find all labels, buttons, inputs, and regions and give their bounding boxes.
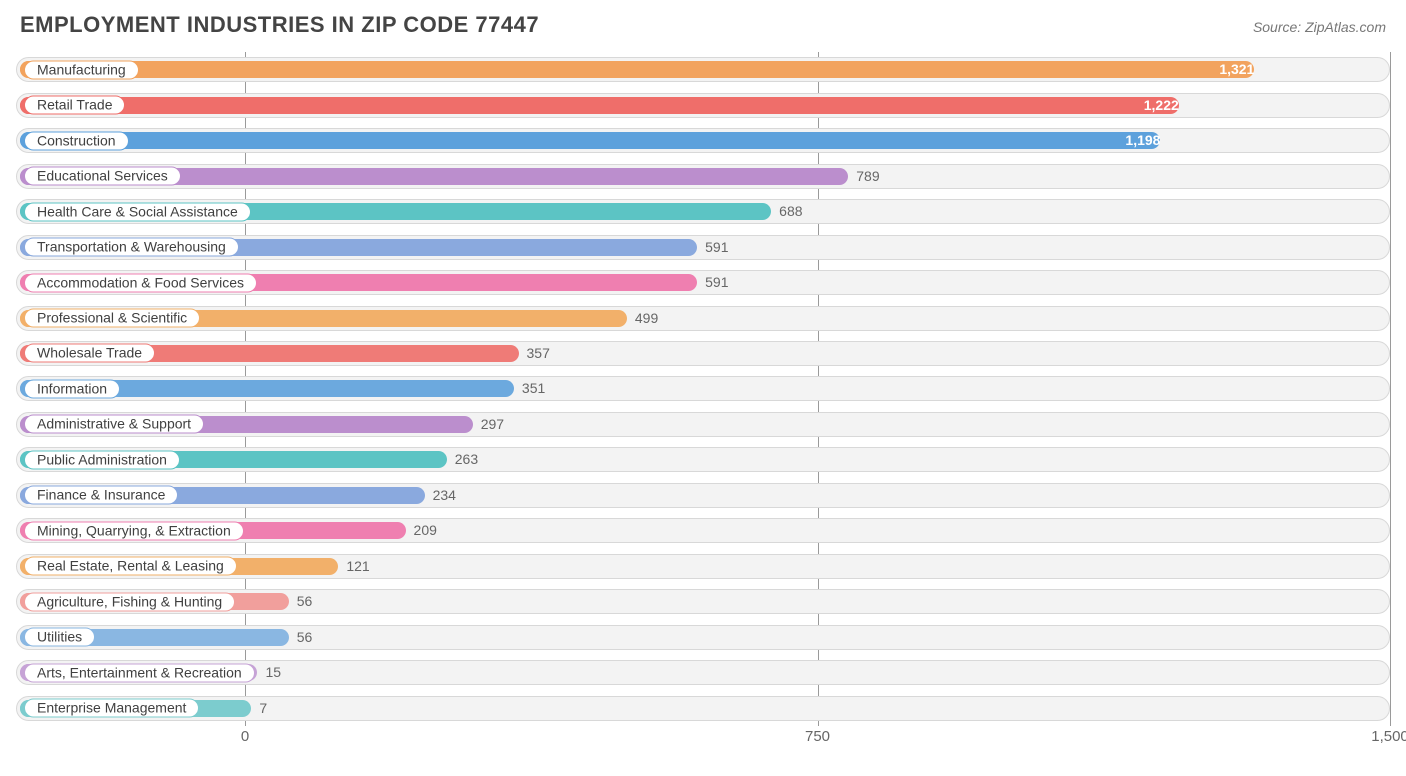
bar-value-label: 591	[705, 239, 728, 256]
bar-value-label: 209	[414, 522, 437, 539]
x-axis: 07501,500	[16, 726, 1390, 750]
chart-source: Source: ZipAtlas.com	[1253, 19, 1386, 35]
bar-track: Retail Trade1,222	[16, 93, 1390, 118]
bar-value-label: 263	[455, 451, 478, 468]
bar-track: Construction1,198	[16, 128, 1390, 153]
bar-row: Professional & Scientific 499	[16, 300, 1390, 335]
chart-title: EMPLOYMENT INDUSTRIES IN ZIP CODE 77447	[20, 12, 539, 38]
bar-value-label: 357	[527, 345, 550, 362]
bar-label-pill: Real Estate, Rental & Leasing	[24, 557, 237, 576]
bar-track: Health Care & Social Assistance 688	[16, 199, 1390, 224]
bar-value-label: 1,198	[20, 132, 1160, 149]
chart-container: Manufacturing1,321 Retail Trade1,222 Const…	[16, 52, 1390, 750]
bar-value-label: 1,321	[20, 61, 1254, 78]
bar-track: Wholesale Trade 357	[16, 341, 1390, 366]
bar-value-label: 591	[705, 274, 728, 291]
chart-plot: Manufacturing1,321 Retail Trade1,222 Const…	[16, 52, 1390, 726]
bar-track: Mining, Quarrying, & Extraction 209	[16, 518, 1390, 543]
bar-row: Arts, Entertainment & Recreation 15	[16, 655, 1390, 690]
bar-row: Real Estate, Rental & Leasing 121	[16, 549, 1390, 584]
bar-row: Finance & Insurance 234	[16, 478, 1390, 513]
x-tick-label: 0	[241, 728, 249, 745]
bar-track: Administrative & Support 297	[16, 412, 1390, 437]
bar-value-label: 234	[433, 487, 456, 504]
x-tick-label: 1,500	[1371, 728, 1406, 745]
bar-row: Public Administration 263	[16, 442, 1390, 477]
bar-row: Accommodation & Food Services 591	[16, 265, 1390, 300]
bar-row: Administrative & Support 297	[16, 407, 1390, 442]
bar-label-pill: Arts, Entertainment & Recreation	[24, 663, 255, 682]
bar-row: Retail Trade1,222	[16, 87, 1390, 122]
bar-value-label: 56	[297, 593, 313, 610]
bar-track: Finance & Insurance 234	[16, 483, 1390, 508]
bar-value-label: 789	[856, 168, 879, 185]
bar-label-pill: Manufacturing	[24, 60, 139, 79]
bar-label-pill: Mining, Quarrying, & Extraction	[24, 521, 244, 540]
bar-value-label: 499	[635, 310, 658, 327]
bar-track: Manufacturing1,321	[16, 57, 1390, 82]
bar-label-pill: Educational Services	[24, 167, 181, 186]
bar-row: Wholesale Trade 357	[16, 336, 1390, 371]
bar-label-pill: Accommodation & Food Services	[24, 273, 257, 292]
bar-row: Agriculture, Fishing & Hunting 56	[16, 584, 1390, 619]
bar-value-label: 56	[297, 629, 313, 646]
bar-row: Construction1,198	[16, 123, 1390, 158]
gridline	[1390, 52, 1391, 726]
bar-track: Public Administration 263	[16, 447, 1390, 472]
bar-label-pill: Public Administration	[24, 450, 180, 469]
bar-track: Enterprise Management 7	[16, 696, 1390, 721]
bar-value-label: 351	[522, 380, 545, 397]
bar-label-pill: Professional & Scientific	[24, 309, 200, 328]
bar-row: Educational Services 789	[16, 158, 1390, 193]
bar-value-label: 121	[346, 558, 369, 575]
bar-track: Agriculture, Fishing & Hunting 56	[16, 589, 1390, 614]
chart-header: EMPLOYMENT INDUSTRIES IN ZIP CODE 77447 …	[16, 12, 1390, 38]
bar-row: Health Care & Social Assistance 688	[16, 194, 1390, 229]
bar-value-label: 297	[481, 416, 504, 433]
bar-label-pill: Health Care & Social Assistance	[24, 202, 251, 221]
bar-row: Mining, Quarrying, & Extraction 209	[16, 513, 1390, 548]
bar-row: Manufacturing1,321	[16, 52, 1390, 87]
bar-label-pill: Utilities	[24, 628, 95, 647]
bar-label-pill: Finance & Insurance	[24, 486, 178, 505]
bar-track: Real Estate, Rental & Leasing 121	[16, 554, 1390, 579]
bar-row: Utilities 56	[16, 620, 1390, 655]
bar-track: Accommodation & Food Services 591	[16, 270, 1390, 295]
bar-row: Transportation & Warehousing 591	[16, 229, 1390, 264]
bar-value-label: 1,222	[20, 97, 1179, 114]
bar-track: Transportation & Warehousing 591	[16, 235, 1390, 260]
x-tick-label: 750	[805, 728, 830, 745]
bar-track: Educational Services 789	[16, 164, 1390, 189]
bar-label-pill: Agriculture, Fishing & Hunting	[24, 592, 235, 611]
bar-label-pill: Construction	[24, 131, 129, 150]
bar-label-pill: Enterprise Management	[24, 699, 199, 718]
bar-track: Arts, Entertainment & Recreation 15	[16, 660, 1390, 685]
bar-label-pill: Transportation & Warehousing	[24, 238, 239, 257]
bar-label-pill: Administrative & Support	[24, 415, 204, 434]
bar-value-label: 688	[779, 203, 802, 220]
bar-label-pill: Information	[24, 379, 120, 398]
bar-track: Utilities 56	[16, 625, 1390, 650]
bar-row: Information 351	[16, 371, 1390, 406]
bar-track: Information 351	[16, 376, 1390, 401]
bar-value-label: 15	[265, 664, 281, 681]
bar-value-label: 7	[259, 700, 267, 717]
bar-track: Professional & Scientific 499	[16, 306, 1390, 331]
bar-row: Enterprise Management 7	[16, 690, 1390, 725]
bar-label-pill: Wholesale Trade	[24, 344, 155, 363]
bar-label-pill: Retail Trade	[24, 96, 125, 115]
